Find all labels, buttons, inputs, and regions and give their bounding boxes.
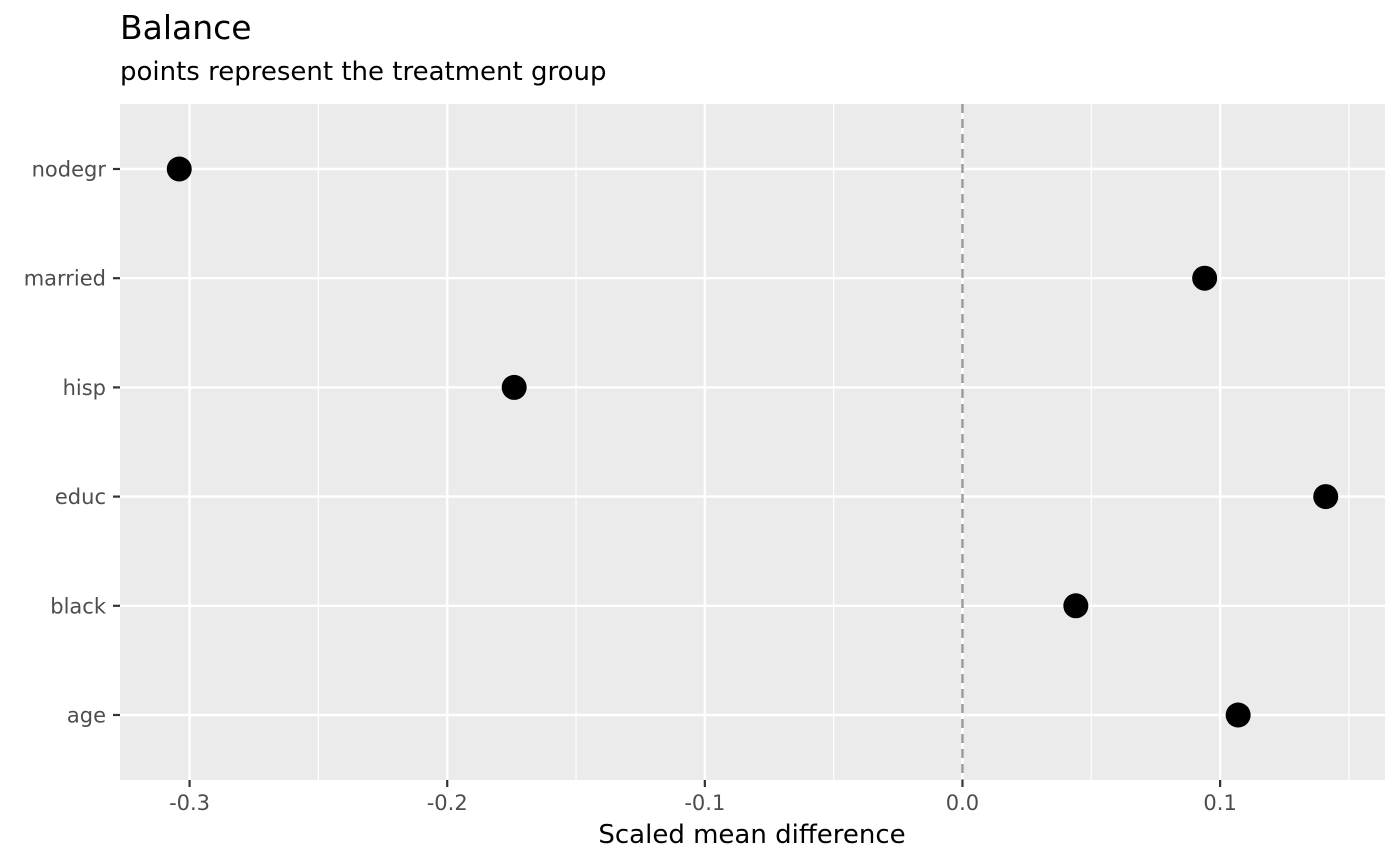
y-tick-label: educ xyxy=(55,485,106,509)
data-point-nodegr xyxy=(166,156,192,182)
data-point-age xyxy=(1225,702,1251,728)
data-point-hisp xyxy=(501,374,527,400)
y-tick-label: hisp xyxy=(63,376,106,400)
grid-major xyxy=(120,104,1385,780)
chart-subtitle: points represent the treatment group xyxy=(120,57,607,87)
x-tick-label: 0.0 xyxy=(946,791,979,815)
data-point-educ xyxy=(1313,484,1339,510)
y-axis: nodegr married hisp educ black age xyxy=(24,158,120,728)
grid-minor xyxy=(317,104,1350,780)
x-axis: -0.3 -0.2 -0.1 0.0 0.1 xyxy=(169,780,1237,815)
x-tick-label: -0.3 xyxy=(169,791,210,815)
y-tick-label: married xyxy=(24,267,106,291)
y-tick-label: black xyxy=(50,594,107,618)
x-tick-label: 0.1 xyxy=(1203,791,1236,815)
x-tick-label: -0.2 xyxy=(427,791,468,815)
x-tick-label: -0.1 xyxy=(684,791,725,815)
data-points xyxy=(166,156,1339,728)
y-tick-label: nodegr xyxy=(32,158,107,182)
x-axis-title: Scaled mean difference xyxy=(598,820,905,850)
y-tick-label: age xyxy=(67,704,106,728)
data-point-married xyxy=(1192,265,1218,291)
chart-title: Balance xyxy=(120,8,252,47)
panel-background xyxy=(120,104,1385,780)
data-point-black xyxy=(1063,593,1089,619)
